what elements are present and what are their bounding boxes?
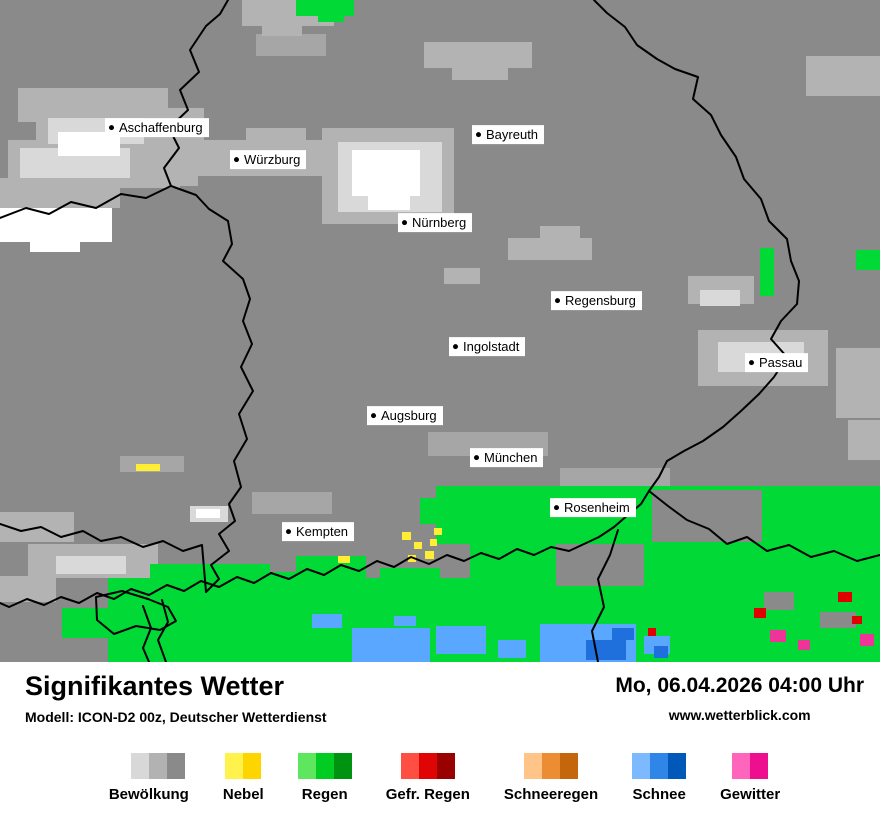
- city-dot-icon: [554, 505, 559, 511]
- city-dot-icon: [234, 157, 239, 163]
- city-label: Regensburg: [565, 293, 636, 309]
- legend-swatch: [560, 753, 579, 779]
- legend-swatch: [750, 753, 769, 779]
- page-title: Signifikantes Wetter: [25, 671, 285, 701]
- legend-item: Nebel: [223, 753, 264, 803]
- footer-left: Signifikantes Wetter Modell: ICON-D2 00z…: [25, 671, 327, 725]
- model-info: Modell: ICON-D2 00z, Deutscher Wetterdie…: [25, 709, 327, 725]
- legend-color-bar: [297, 753, 352, 779]
- city-label: Augsburg: [381, 408, 437, 424]
- cloud-layer-clear: [0, 132, 420, 518]
- legend: Bewölkung Nebel Regen Gefr. Regen Schnee…: [25, 753, 864, 803]
- city-label: Aschaffenburg: [119, 120, 203, 136]
- city-dot-icon: [286, 529, 291, 535]
- freezing-rain-layer: [648, 592, 862, 636]
- footer-top: Signifikantes Wetter Modell: ICON-D2 00z…: [25, 671, 864, 725]
- legend-label: Schnee: [632, 786, 686, 803]
- legend-color-bar: [732, 753, 769, 779]
- legend-swatch: [297, 753, 316, 779]
- legend-label: Gewitter: [720, 786, 781, 803]
- legend-swatch: [732, 753, 751, 779]
- legend-item: Gefr. Regen: [386, 753, 470, 803]
- legend-swatch: [650, 753, 669, 779]
- website-url: www.wetterblick.com: [668, 707, 811, 723]
- legend-item: Schneeregen: [504, 753, 598, 803]
- legend-color-bar: [632, 753, 687, 779]
- city-marker: München: [470, 448, 544, 468]
- snow-layer: [312, 614, 670, 662]
- city-layer: Aschaffenburg Würzburg Bayreuth Nürnberg…: [105, 118, 809, 542]
- weather-map: Aschaffenburg Würzburg Bayreuth Nürnberg…: [0, 0, 880, 662]
- legend-swatch: [112, 753, 131, 779]
- legend-color-bar: [524, 753, 579, 779]
- border-lines: [0, 0, 880, 662]
- city-dot-icon: [371, 413, 376, 419]
- city-dot-icon: [476, 132, 481, 138]
- city-dot-icon: [109, 125, 114, 131]
- legend-swatch: [542, 753, 561, 779]
- city-marker: Rosenheim: [550, 498, 636, 518]
- city-dot-icon: [402, 220, 407, 226]
- legend-swatch: [418, 753, 437, 779]
- city-label: Kempten: [296, 524, 349, 540]
- rain-gap-layer: [556, 490, 856, 628]
- city-label: Nürnberg: [412, 215, 467, 231]
- legend-swatch: [130, 753, 149, 779]
- legend-item: Regen: [297, 753, 352, 803]
- legend-swatch: [436, 753, 455, 779]
- city-dot-icon: [555, 298, 560, 304]
- legend-label: Nebel: [222, 786, 264, 803]
- city-label: München: [484, 450, 538, 466]
- legend-color-bar: [400, 753, 455, 779]
- legend-swatch: [400, 753, 419, 779]
- legend-label: Bewölkung: [108, 786, 189, 803]
- city-marker: Ingolstadt: [449, 337, 526, 357]
- footer-right: Mo, 06.04.2026 04:00 Uhr www.wetterblick…: [615, 674, 864, 723]
- cloud-layer-subtle: [120, 34, 670, 514]
- fog-layer: [136, 464, 442, 563]
- legend-swatch: [225, 753, 244, 779]
- legend-label: Gefr. Regen: [385, 786, 470, 803]
- city-dot-icon: [749, 360, 754, 366]
- legend-item: Bewölkung: [109, 753, 189, 803]
- map-footer: Signifikantes Wetter Modell: ICON-D2 00z…: [0, 662, 880, 830]
- city-marker: Kempten: [282, 522, 355, 542]
- legend-swatch: [632, 753, 651, 779]
- legend-swatch: [166, 753, 185, 779]
- legend-label: Regen: [301, 786, 348, 803]
- city-marker: Bayreuth: [472, 125, 545, 145]
- city-marker: Passau: [745, 353, 809, 373]
- legend-swatch: [243, 753, 262, 779]
- city-label: Bayreuth: [486, 127, 539, 143]
- legend-swatch: [524, 753, 543, 779]
- legend-item: Schnee: [632, 753, 687, 803]
- legend-swatch: [315, 753, 334, 779]
- legend-item: Gewitter: [720, 753, 780, 803]
- legend-swatch: [148, 753, 167, 779]
- legend-swatch: [668, 753, 687, 779]
- legend-color-bar: [112, 753, 185, 779]
- city-dot-icon: [453, 344, 458, 350]
- city-marker: Würzburg: [230, 150, 307, 170]
- city-label: Ingolstadt: [463, 339, 520, 355]
- legend-color-bar: [225, 753, 262, 779]
- legend-swatch: [333, 753, 352, 779]
- city-label: Passau: [759, 355, 803, 371]
- weather-map-svg: [0, 0, 880, 662]
- forecast-datetime: Mo, 06.04.2026 04:00 Uhr: [615, 674, 864, 697]
- thunder-layer: [770, 630, 874, 650]
- city-marker: Aschaffenburg: [105, 118, 209, 138]
- legend-label: Schneeregen: [503, 786, 599, 803]
- city-marker: Nürnberg: [398, 213, 473, 233]
- city-label: Würzburg: [244, 152, 301, 168]
- city-label: Rosenheim: [564, 500, 630, 516]
- city-dot-icon: [474, 455, 479, 461]
- city-marker: Augsburg: [367, 406, 443, 426]
- city-marker: Regensburg: [551, 291, 642, 311]
